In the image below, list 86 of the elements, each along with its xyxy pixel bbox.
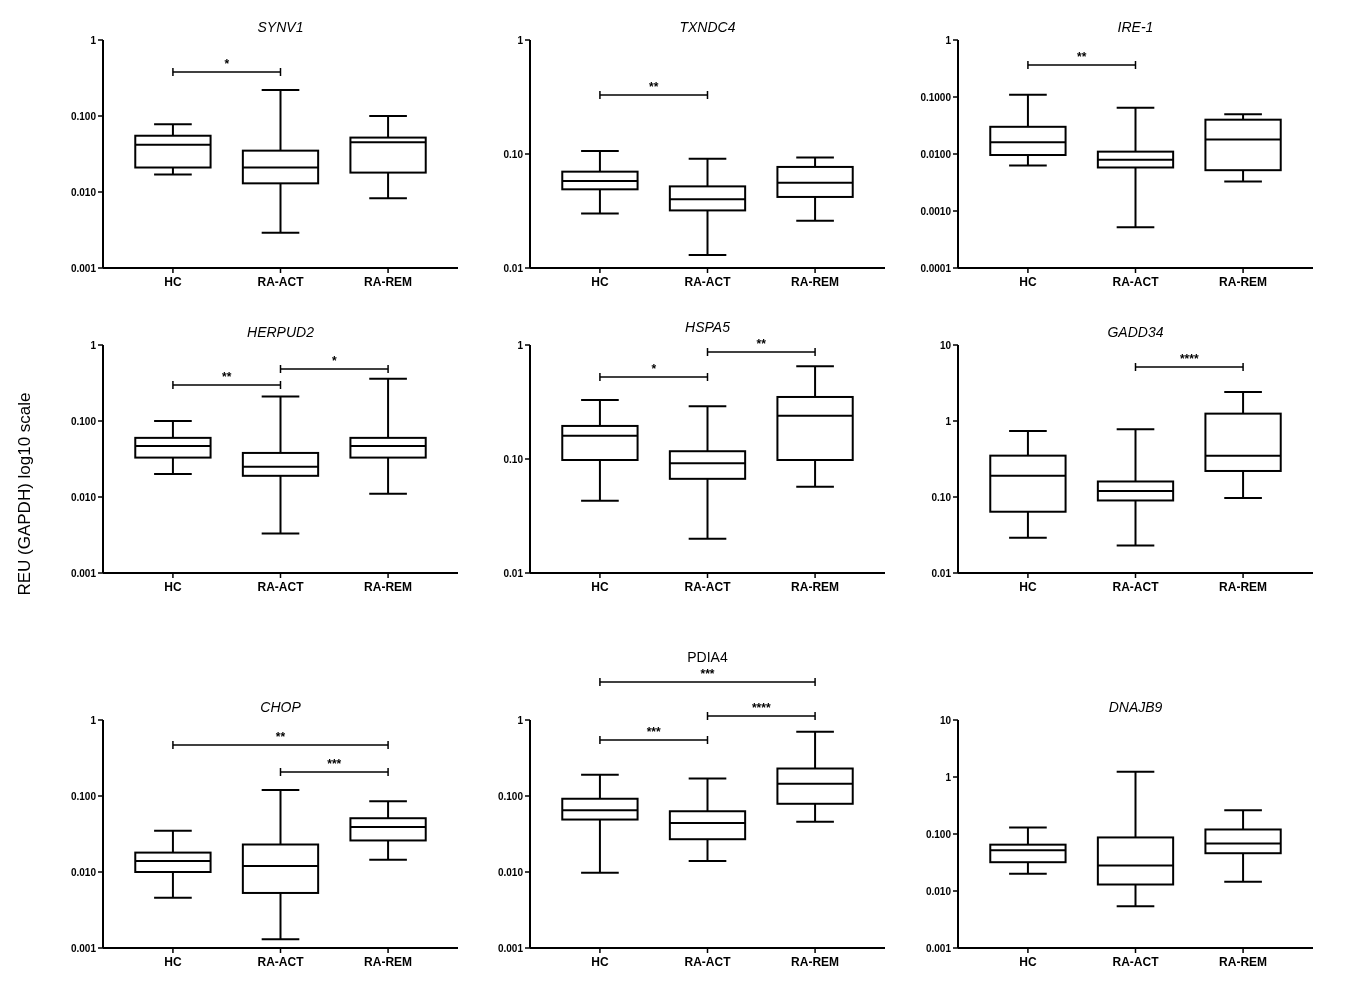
x-tick-label: HC <box>164 580 182 594</box>
x-tick-label: HC <box>1019 580 1037 594</box>
x-tick-label: RA-ACT <box>684 580 732 594</box>
y-tick-label: 1 <box>90 339 97 351</box>
y-tick-label: 0.001 <box>925 942 952 954</box>
x-tick-label: RA-REM <box>1219 955 1268 969</box>
y-tick-label: 0.01 <box>503 262 524 274</box>
x-tick-label: HC <box>1019 275 1037 289</box>
chart-title: IRE-1 <box>1117 19 1154 35</box>
x-tick-label: RA-REM <box>364 580 413 594</box>
y-tick-label: 0.0001 <box>920 262 952 274</box>
annotation: * <box>331 354 337 368</box>
y-tick-label: 0.10 <box>503 453 524 465</box>
annotation: *** <box>646 725 662 739</box>
chart-title: GADD34 <box>1107 324 1164 340</box>
x-tick-label: RA-ACT <box>257 955 305 969</box>
y-tick-label: 0.001 <box>70 262 97 274</box>
y-tick-label: 0.100 <box>497 790 524 802</box>
y-tick-label: 0.001 <box>70 567 97 579</box>
text: **** <box>751 701 771 715</box>
annotation: ** <box>275 730 286 744</box>
x-tick-label: RA-REM <box>1219 275 1268 289</box>
x-tick-label: RA-ACT <box>684 955 732 969</box>
chart-title: HSPA5 <box>685 319 731 335</box>
chart-title: CHOP <box>260 699 302 715</box>
y-tick-label: 0.100 <box>70 790 97 802</box>
y-tick-label: 10 <box>939 339 952 351</box>
chart-title: TXNDC4 <box>679 19 736 35</box>
y-tick-label: 0.010 <box>70 866 97 878</box>
x-tick-label: HC <box>591 275 609 289</box>
annotation: ** <box>756 337 767 351</box>
y-tick-label: 0.010 <box>497 866 524 878</box>
y-tick-label: 1 <box>517 714 524 726</box>
y-tick-label: 0.010 <box>925 885 952 897</box>
x-tick-label: RA-REM <box>791 275 840 289</box>
x-tick-label: RA-ACT <box>1112 275 1160 289</box>
x-tick-label: HC <box>591 955 609 969</box>
x-tick-label: RA-ACT <box>1112 955 1160 969</box>
annotation: * <box>651 362 657 376</box>
x-tick-label: HC <box>1019 955 1037 969</box>
x-tick-label: RA-ACT <box>257 580 305 594</box>
x-tick-label: RA-ACT <box>257 275 305 289</box>
y-tick-label: 0.01 <box>931 567 952 579</box>
annotation: ** <box>222 370 232 384</box>
y-tick-label: 1 <box>517 34 524 46</box>
annotation: ** <box>649 80 659 94</box>
annotation: ** <box>1077 50 1087 64</box>
x-tick-label: HC <box>591 580 609 594</box>
y-tick-label: 0.001 <box>70 942 97 954</box>
y-tick-label: 1 <box>90 714 97 726</box>
y-tick-label: 0.100 <box>70 110 97 122</box>
x-tick-label: HC <box>164 275 182 289</box>
y-tick-label: 0.1000 <box>920 91 952 103</box>
y-tick-label: 0.01 <box>503 567 524 579</box>
y-tick-label: 0.100 <box>70 415 97 427</box>
chart-title: SYNV1 <box>257 19 304 35</box>
x-tick-label: RA-ACT <box>1112 580 1160 594</box>
y-tick-label: 10 <box>939 714 952 726</box>
y-tick-label: 0.0010 <box>920 205 952 217</box>
y-tick-label: 1 <box>517 339 524 351</box>
y-tick-label: 0.0100 <box>920 148 952 160</box>
x-tick-label: RA-REM <box>791 955 840 969</box>
y-tick-label: 1 <box>945 415 952 427</box>
y-tick-label: 1 <box>945 34 952 46</box>
text: *** <box>700 667 715 681</box>
y-tick-label: 0.10 <box>503 148 524 160</box>
y-tick-label: 0.010 <box>70 186 97 198</box>
x-tick-label: RA-ACT <box>684 275 732 289</box>
annotation: * <box>224 57 230 71</box>
x-tick-label: RA-REM <box>364 275 413 289</box>
x-tick-label: RA-REM <box>364 955 413 969</box>
y-tick-label: 0.001 <box>497 942 524 954</box>
y-tick-label: 0.010 <box>70 491 97 503</box>
annotation: *** <box>327 757 342 771</box>
y-tick-label: 1 <box>945 771 952 783</box>
x-tick-label: RA-REM <box>1219 580 1268 594</box>
x-tick-label: RA-REM <box>791 580 840 594</box>
y-tick-label: 1 <box>90 34 97 46</box>
chart-title: DNAJB9 <box>1108 699 1163 715</box>
y-tick-label: 0.10 <box>931 491 952 503</box>
x-tick-label: HC <box>164 955 182 969</box>
y-axis-title: REU (GAPDH) log10 scale <box>15 392 34 596</box>
chart-title: PDIA4 <box>687 649 728 665</box>
annotation: **** <box>1179 352 1199 366</box>
y-tick-label: 0.100 <box>925 828 952 840</box>
chart-title: HERPUD2 <box>247 324 315 340</box>
